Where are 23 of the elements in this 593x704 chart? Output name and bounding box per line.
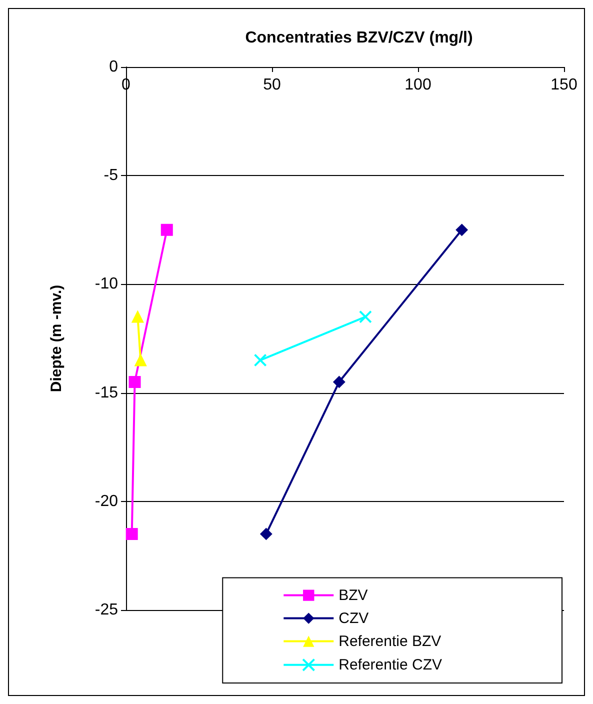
point <box>456 224 468 236</box>
point <box>128 376 141 388</box>
point <box>260 528 272 540</box>
legend-label: Referentie BZV <box>338 632 442 650</box>
y-tick-label: -5 <box>104 167 118 184</box>
point <box>126 528 138 540</box>
y-tick-label: 0 <box>109 58 118 76</box>
legend-label: Referentie CZV <box>338 656 442 674</box>
point <box>358 310 372 324</box>
chart-title: Concentraties BZV/CZV (mg/l) <box>245 30 473 46</box>
legend-label: BZV <box>338 586 368 604</box>
y-axis-title: Diepte (m -mv.) <box>48 284 65 392</box>
y-tick-label: -25 <box>94 602 118 618</box>
y-tick-label: -20 <box>94 492 118 510</box>
point <box>254 354 267 367</box>
legend-label: CZV <box>338 610 369 627</box>
x-tick-label: 100 <box>404 76 432 94</box>
point <box>333 376 346 388</box>
point <box>160 224 173 236</box>
x-tick-label: 50 <box>263 76 281 94</box>
x-tick-label: 150 <box>550 76 578 94</box>
y-tick-label: -15 <box>94 384 118 402</box>
y-tick-label: -10 <box>94 276 118 293</box>
